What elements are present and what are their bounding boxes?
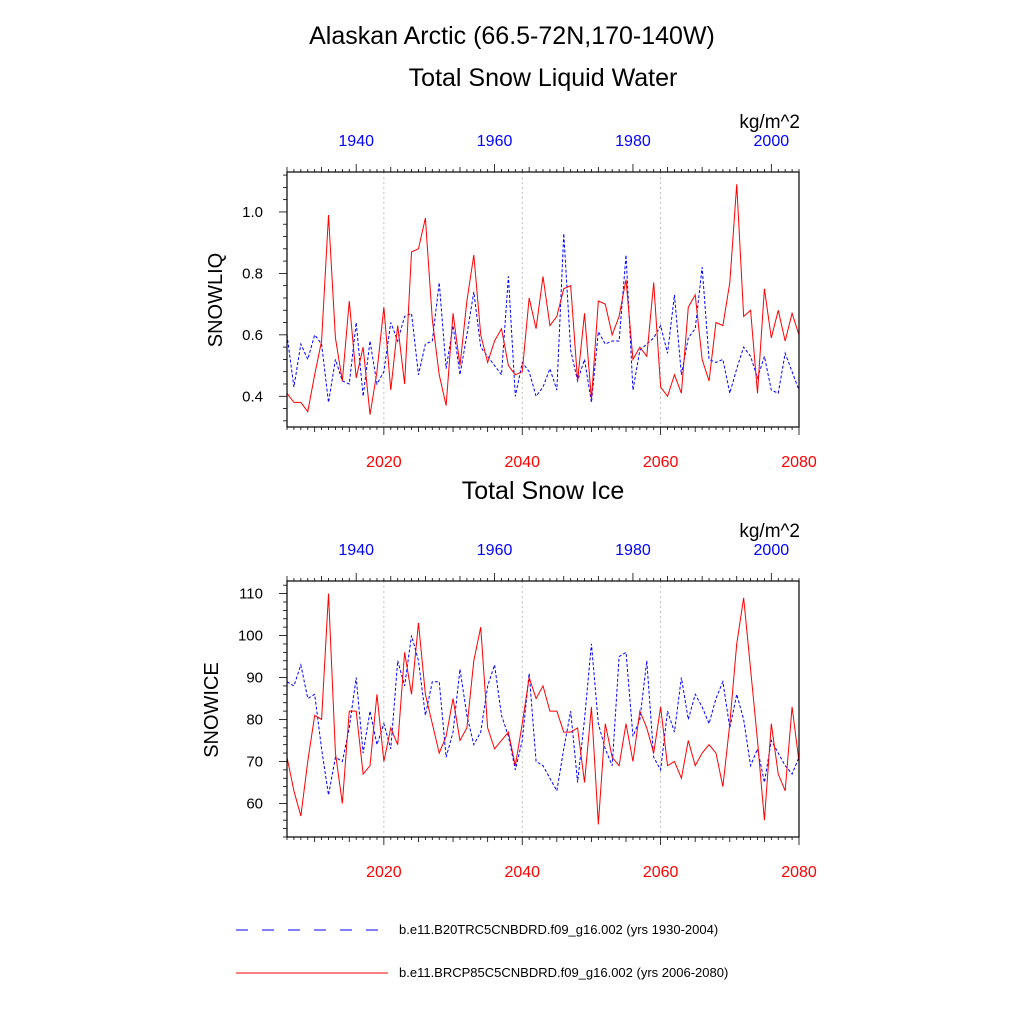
chart-snowice: Total Snow Ice kg/m^2 SNOWICE 2020 2040 20… (201, 477, 817, 881)
x-tick-label-bottom: 2060 (643, 454, 679, 471)
x-tick-label-bottom: 2020 (366, 454, 402, 471)
x-tick-label-top: 1940 (338, 542, 374, 559)
series-line-future (286, 184, 800, 415)
series-line-historical (286, 635, 800, 796)
chart-title: Total Snow Liquid Water (409, 64, 678, 92)
y-axis-label: SNOWLIQ (205, 253, 227, 347)
series-line-historical (286, 233, 800, 403)
x-tick-label-top: 1980 (615, 542, 651, 559)
x-tick-label-top: 1980 (615, 133, 651, 150)
y-tick-label: 0.4 (242, 388, 263, 405)
y-tick-label: 1.0 (242, 204, 263, 221)
y-tick-label: 80 (246, 711, 263, 728)
x-tick-label-top: 1960 (477, 133, 513, 150)
y-tick-label: 0.6 (242, 327, 263, 344)
x-tick-label-bottom: 2080 (781, 454, 817, 471)
y-tick-label: 110 (239, 586, 263, 603)
y-tick-label: 100 (238, 628, 263, 645)
chart-title: Total Snow Ice (462, 477, 625, 505)
x-tick-label-bottom: 2020 (366, 864, 402, 881)
x-tick-label-top: 2000 (754, 542, 790, 559)
x-tick-label-top: 1960 (477, 542, 513, 559)
y-tick-label: 90 (246, 670, 263, 687)
plot-frame (286, 580, 800, 838)
legend-label-historical: b.e11.B20TRC5CNBDRD.f09_g16.002 (yrs 193… (399, 922, 718, 937)
x-tick-label-bottom: 2040 (504, 864, 540, 881)
legend: b.e11.B20TRC5CNBDRD.f09_g16.002 (yrs 193… (236, 922, 728, 980)
series-line-future (286, 593, 800, 825)
x-tick-label-bottom: 2080 (781, 864, 817, 881)
y-tick-label: 0.8 (242, 265, 263, 282)
x-tick-label-top: 1940 (338, 133, 374, 150)
units-label: kg/m^2 (739, 521, 800, 542)
legend-label-future: b.e11.BRCP85C5CNBDRD.f09_g16.002 (yrs 20… (399, 965, 728, 980)
x-tick-label-bottom: 2060 (643, 864, 679, 881)
x-tick-label-top: 2000 (754, 133, 790, 150)
y-tick-label: 60 (246, 795, 263, 812)
chart-snowliq: Total Snow Liquid Water kg/m^2 SNOWLIQ 2… (205, 64, 817, 471)
plot-frame (286, 171, 800, 428)
figure-title: Alaskan Arctic (66.5-72N,170-140W) (309, 22, 715, 50)
y-tick-label: 70 (246, 753, 263, 770)
x-tick-label-bottom: 2040 (504, 454, 540, 471)
units-label: kg/m^2 (739, 112, 800, 133)
y-axis-label: SNOWICE (201, 662, 223, 758)
